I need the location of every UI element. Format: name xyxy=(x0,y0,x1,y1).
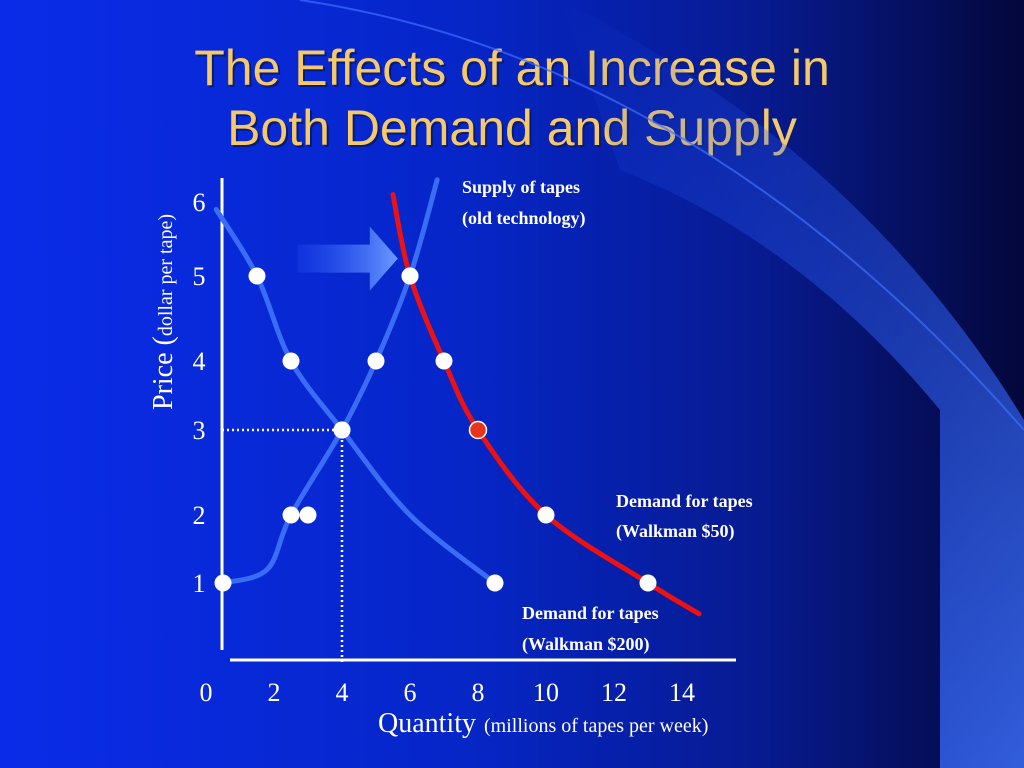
x-axis-label-sub: (millions of tapes per week) xyxy=(484,715,708,737)
point-supply-old-3 xyxy=(367,352,385,370)
background-sweep-shape xyxy=(560,0,1024,768)
point-supply-old-1 xyxy=(282,506,300,524)
y-axis-label-sub: dollar per tape) xyxy=(155,214,177,336)
label-demand-old-line-1: Demand for tapes xyxy=(522,603,659,623)
label-demand-new-line-1: Demand for tapes xyxy=(616,491,753,511)
label-demand-new-line-2: (Walkman $50) xyxy=(616,521,735,542)
point-demand-old-1 xyxy=(282,352,300,370)
label-supply-old-line-2: (old technology) xyxy=(462,208,586,229)
background-sweep-line xyxy=(299,0,1024,431)
point-supply-old-2 xyxy=(333,421,351,439)
y-axis-label: Price (dollar per tape) xyxy=(148,214,179,410)
point-supply-old-0 xyxy=(214,574,232,592)
x-tick-label: 8 xyxy=(472,678,485,707)
label-supply-old-line-1: Supply of tapes xyxy=(462,177,580,197)
point-demand-new-1 xyxy=(435,352,453,370)
x-axis-label: Quantity (millions of tapes per week) xyxy=(378,708,708,739)
point-demand-old-3 xyxy=(299,506,317,524)
point-demand-new-0 xyxy=(401,267,419,285)
x-tick-label: 0 xyxy=(200,678,213,707)
x-tick-label: 2 xyxy=(268,678,281,707)
point-demand-new-4 xyxy=(639,574,657,592)
y-tick-label: 3 xyxy=(193,416,206,445)
label-demand-old-line-2: (Walkman $200) xyxy=(522,634,650,655)
x-tick-label: 14 xyxy=(669,678,695,707)
shift-arrow xyxy=(297,226,398,291)
x-axis-label-main: Quantity xyxy=(378,708,476,739)
y-tick-label: 2 xyxy=(193,501,206,530)
point-demand-old-4 xyxy=(486,574,504,592)
point-demand-old-0 xyxy=(248,267,266,285)
y-tick-label: 4 xyxy=(193,347,206,376)
y-tick-label: 5 xyxy=(193,262,206,291)
x-tick-label: 10 xyxy=(533,678,559,707)
y-tick-label: 6 xyxy=(193,188,206,217)
y-axis-label-main: Price ( xyxy=(148,336,179,410)
slide-title-line-1: The Effects of an Increase in xyxy=(194,40,830,96)
y-tick-label: 1 xyxy=(193,569,206,598)
point-demand-new-2 xyxy=(468,420,488,440)
x-tick-label: 4 xyxy=(336,678,349,707)
x-tick-label: 12 xyxy=(601,678,627,707)
x-tick-label: 6 xyxy=(404,678,417,707)
curve-supply-old xyxy=(220,177,440,586)
point-demand-new-3 xyxy=(537,506,555,524)
curve-demand-new xyxy=(390,192,702,617)
